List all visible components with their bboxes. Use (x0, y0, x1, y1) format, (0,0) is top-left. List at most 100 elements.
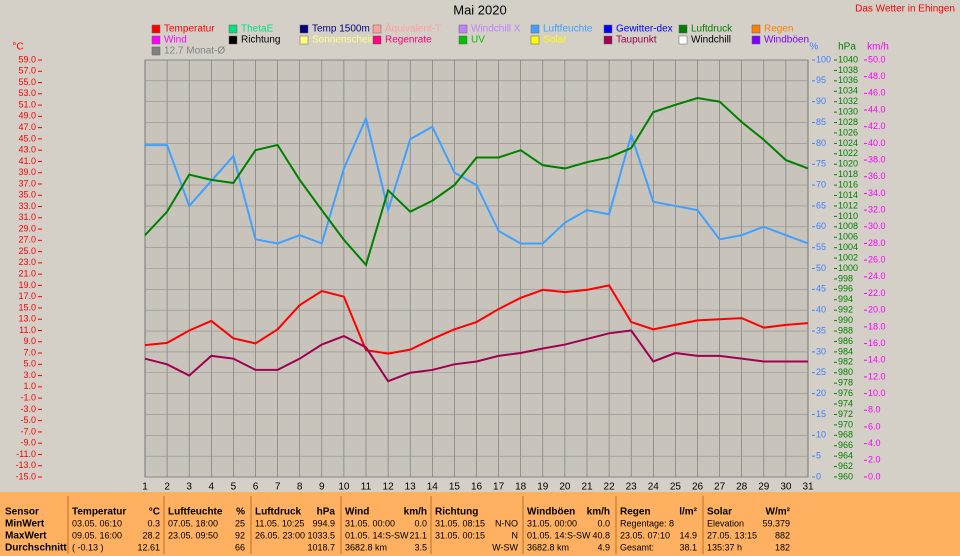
legend-label: Luftfeuchte (543, 24, 593, 35)
y-tick-label: 1036 (838, 75, 858, 85)
y-tick-label: -15.0 (15, 471, 36, 481)
y-tick-label: 28.0 (868, 238, 886, 248)
table-header: Richtung (435, 507, 478, 518)
y-tick-label: 998 (838, 273, 853, 283)
legend-swatch (228, 35, 238, 45)
y-tick-label: 20.0 (868, 305, 886, 315)
y-tick-label: 38.0 (868, 154, 886, 164)
table-value: 40.8 (592, 530, 610, 540)
x-tick-label: 18 (515, 482, 527, 493)
x-tick-label: 31 (802, 482, 814, 493)
x-tick-label: 12 (383, 482, 395, 493)
series-line (144, 97, 809, 267)
legend-label: Windchill X (471, 24, 521, 35)
y-tick-label: -7.0 (20, 426, 36, 436)
legend-label: Gewitter-dex (616, 24, 673, 35)
table-cell: 3682.8 km (527, 542, 569, 552)
x-tick-label: 8 (297, 482, 303, 493)
legend-label: Windchill (691, 35, 731, 46)
table-cell: 31.05. 00:15 (435, 530, 485, 540)
legend-label: Taupunkt (616, 35, 657, 46)
legend-label: Solar (543, 35, 567, 46)
table-value: 994.9 (312, 518, 335, 528)
legend-label: Windböen (764, 35, 809, 46)
x-tick-label: 9 (319, 482, 325, 493)
y-tick-label: 960 (838, 471, 853, 481)
y-tick-label: 30.0 (868, 221, 886, 231)
y-tick-label: 1020 (838, 159, 858, 169)
y-tick-label: 90 (816, 96, 826, 106)
y-tick-label: 1028 (838, 117, 858, 127)
legend-swatch (603, 24, 613, 34)
y-tick-label: 982 (838, 357, 853, 367)
table-cell: 27.05. 13:15 (707, 530, 757, 540)
y-tick-label: 35.0 (18, 190, 36, 200)
y-tick-label: 49.0 (18, 111, 36, 121)
y-tick-label: 23.0 (18, 257, 36, 267)
y-tick-label: 5.0 (23, 359, 36, 369)
y-tick-label: 990 (838, 315, 853, 325)
y-tick-label: 1032 (838, 96, 858, 106)
table-unit: km/h (404, 507, 427, 518)
y-tick-label: 40.0 (868, 138, 886, 148)
x-tick-label: 5 (231, 482, 237, 493)
y-tick-label: 6.0 (868, 421, 881, 431)
table-cell: ( -0.13 ) (72, 542, 104, 552)
y-tick-label: 4.0 (868, 438, 881, 448)
y-tick-label: 48.0 (868, 71, 886, 81)
legend-swatch (678, 24, 688, 34)
y-tick-label: 32.0 (868, 204, 886, 214)
legend-swatch (151, 35, 161, 45)
table-cell: 31.05. 00:00 (527, 518, 577, 528)
y-tick-label: 26.0 (868, 255, 886, 265)
x-tick-label: 25 (670, 482, 682, 493)
legend-swatch (530, 35, 540, 45)
table-value: 66 (235, 542, 245, 552)
x-tick-label: 26 (692, 482, 704, 493)
y-tick-label: 47.0 (18, 122, 36, 132)
x-tick-label: 16 (471, 482, 483, 493)
y-tick-label: 978 (838, 378, 853, 388)
table-value: 0.0 (414, 518, 427, 528)
x-tick-label: 28 (736, 482, 748, 493)
x-tick-label: 23 (626, 482, 638, 493)
y-tick-label: 1022 (838, 148, 858, 158)
table-cell: 23.05. 09:50 (168, 530, 218, 540)
y-tick-label: 1018 (838, 169, 858, 179)
y-tick-label: 1012 (838, 200, 858, 210)
x-tick-label: 7 (275, 482, 281, 493)
y-tick-label: -5.0 (20, 415, 36, 425)
y-tick-label: 1024 (838, 138, 858, 148)
y-tick-label: 31.0 (18, 212, 36, 222)
y-tick-label: 55 (816, 242, 826, 252)
table-value: 182 (775, 542, 790, 552)
y-tick-label: 1030 (838, 107, 858, 117)
y-tick-label: 41.0 (18, 156, 36, 166)
table-value: 4.9 (597, 542, 610, 552)
legend-label: Richtung (241, 35, 280, 46)
table-header: Temperatur (72, 507, 126, 518)
legend-swatch (458, 35, 468, 45)
table-cell: 26.05. 23:00 (255, 530, 305, 540)
y-tick-label: 17.0 (18, 291, 36, 301)
y-tick-label: 33.0 (18, 201, 36, 211)
x-tick-label: 22 (604, 482, 616, 493)
y-tick-label: 59.0 (18, 54, 36, 64)
y-tick-label: 50 (816, 263, 826, 273)
y-tick-label: 9.0 (23, 336, 36, 346)
table-cell: 03.05. 06:10 (72, 518, 122, 528)
legend-swatch (372, 35, 382, 45)
y-tick-label: 15 (816, 409, 826, 419)
series-line (145, 115, 809, 245)
table-cell: 11.05. 10:25 (255, 518, 304, 528)
y-tick-label: 39.0 (18, 167, 36, 177)
x-tick-label: 13 (405, 482, 417, 493)
y-tick-label: 972 (838, 409, 853, 419)
y-tick-label: 45.0 (18, 133, 36, 143)
legend-swatch (458, 24, 468, 34)
y-tick-label: 1038 (838, 65, 858, 75)
legend-label: Temperatur (164, 24, 215, 35)
table-cell: Gesamt: (620, 542, 654, 552)
